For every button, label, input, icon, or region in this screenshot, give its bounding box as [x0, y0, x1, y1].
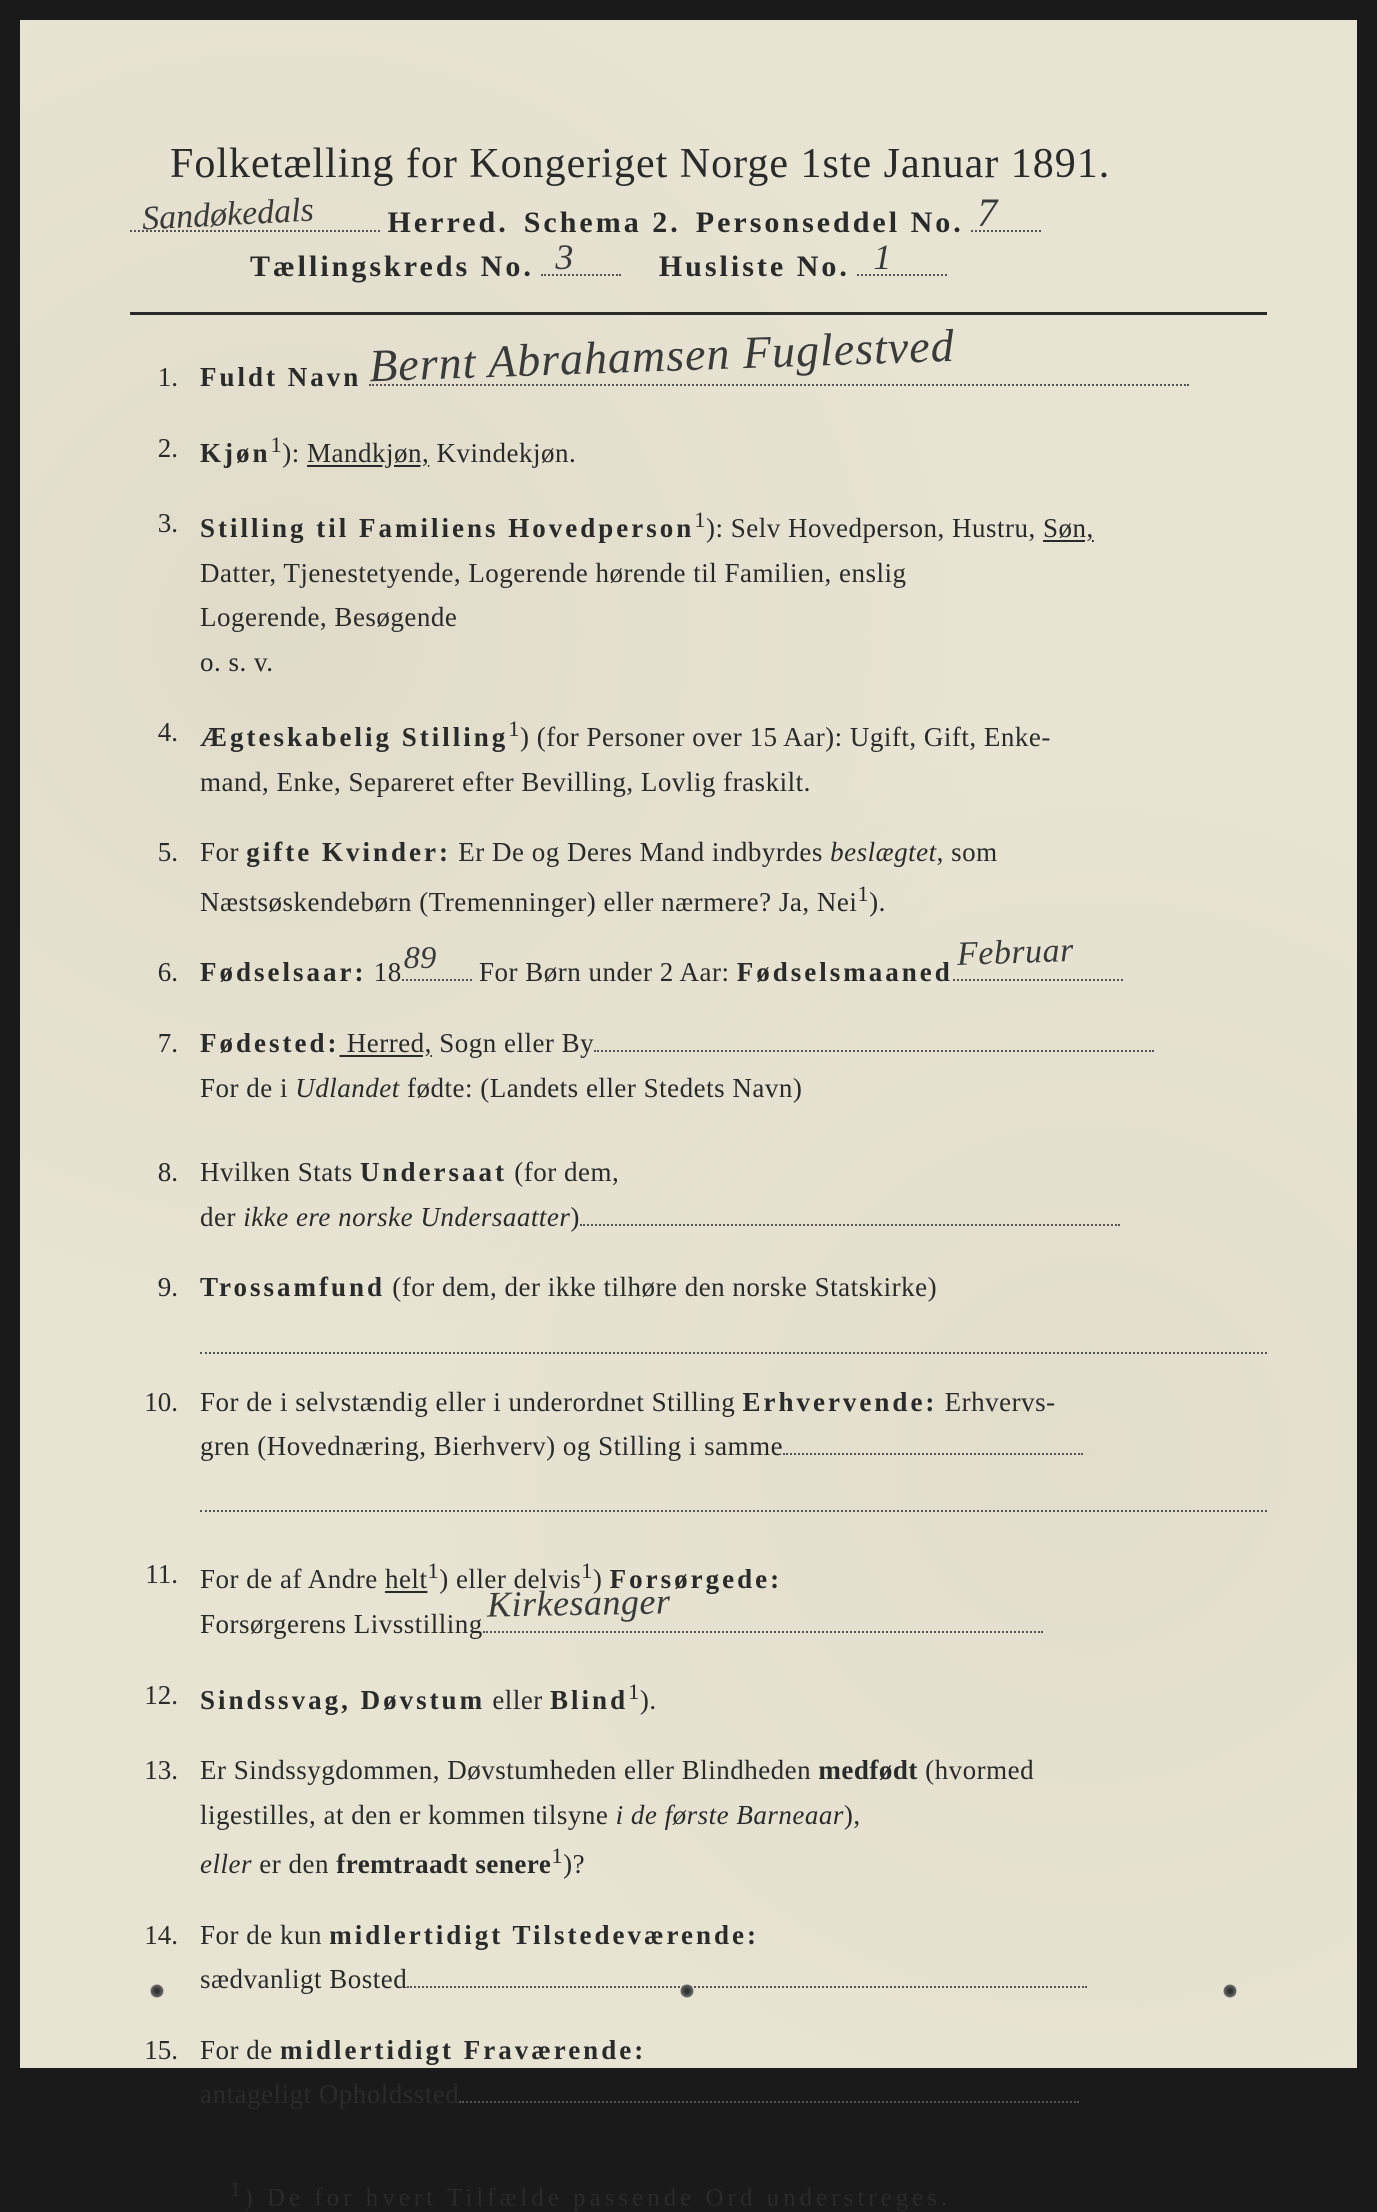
subtitle-line-1: Sandøkedals Herred. Schema 2. Personsedd…: [130, 206, 1267, 240]
item-14: 14. For de kun midlertidigt Tilstedevære…: [130, 1913, 1267, 2002]
item-8: 8. Hvilken Stats Undersaat (for dem, der…: [130, 1150, 1267, 1239]
birth-month-handwritten: Februar: [956, 923, 1075, 983]
tk-no-handwritten: 3: [555, 236, 573, 278]
census-form-page: Folketælling for Kongeriget Norge 1ste J…: [20, 20, 1357, 2068]
footnote: 1) De for hvert Tilfælde passende Ord un…: [130, 2177, 1267, 2212]
selected-gender: Mandkjøn,: [307, 438, 429, 468]
hl-no-handwritten: 1: [873, 236, 891, 278]
item-11: 11. For de af Andre helt1) eller delvis1…: [130, 1552, 1267, 1646]
selected-relation: Søn,: [1043, 513, 1094, 543]
pinhole-icon: [150, 1984, 164, 1998]
item-10: 10. For de i selvstændig eller i underor…: [130, 1380, 1267, 1513]
pinhole-icon: [680, 1984, 694, 1998]
herred-handwritten: Sandøkedals: [141, 192, 315, 239]
item-2: 2. Kjøn1): Mandkjøn, Kvindekjøn.: [130, 426, 1267, 476]
divider: [130, 312, 1267, 315]
item-3: 3. Stilling til Familiens Hovedperson1):…: [130, 501, 1267, 684]
item-7: 7. Fødested: Herred, Sogn eller By For d…: [130, 1021, 1267, 1110]
item-12: 12. Sindssvag, Døvstum eller Blind1).: [130, 1673, 1267, 1723]
subtitle-line-2: Tællingskreds No. 3 Husliste No. 1: [130, 250, 1267, 284]
hl-label: Husliste No.: [659, 250, 850, 283]
herred-label: Herred.: [388, 206, 509, 239]
item-15: 15. For de midlertidigt Fraværende: anta…: [130, 2028, 1267, 2117]
livsstilling-handwritten: Kirkesanger: [486, 1572, 670, 1635]
tk-label: Tællingskreds No.: [250, 250, 534, 283]
personseddel-no-handwritten: 7: [977, 189, 997, 236]
form-items: 1. Fuldt Navn Bernt Abrahamsen Fuglestve…: [130, 355, 1267, 2117]
item-4: 4. Ægteskabelig Stilling1) (for Personer…: [130, 710, 1267, 804]
item-9: 9. Trossamfund (for dem, der ikke tilhør…: [130, 1265, 1267, 1353]
name-handwritten: Bernt Abrahamsen Fuglestved: [367, 308, 955, 404]
item-5: 5. For gifte Kvinder: Er De og Deres Man…: [130, 830, 1267, 924]
page-title: Folketælling for Kongeriget Norge 1ste J…: [130, 140, 1267, 188]
schema-label: Schema 2.: [524, 206, 681, 239]
item-1: 1. Fuldt Navn Bernt Abrahamsen Fuglestve…: [130, 355, 1267, 400]
personseddel-label: Personseddel No.: [696, 206, 964, 239]
selected-birthplace-type: Herred,: [339, 1028, 431, 1058]
birth-year-handwritten: 89: [404, 931, 437, 984]
item-6: 6. Fødselsaar: 1889 For Børn under 2 Aar…: [130, 950, 1267, 995]
item-13: 13. Er Sindssygdommen, Døvstumheden elle…: [130, 1748, 1267, 1887]
pinhole-icon: [1223, 1984, 1237, 1998]
